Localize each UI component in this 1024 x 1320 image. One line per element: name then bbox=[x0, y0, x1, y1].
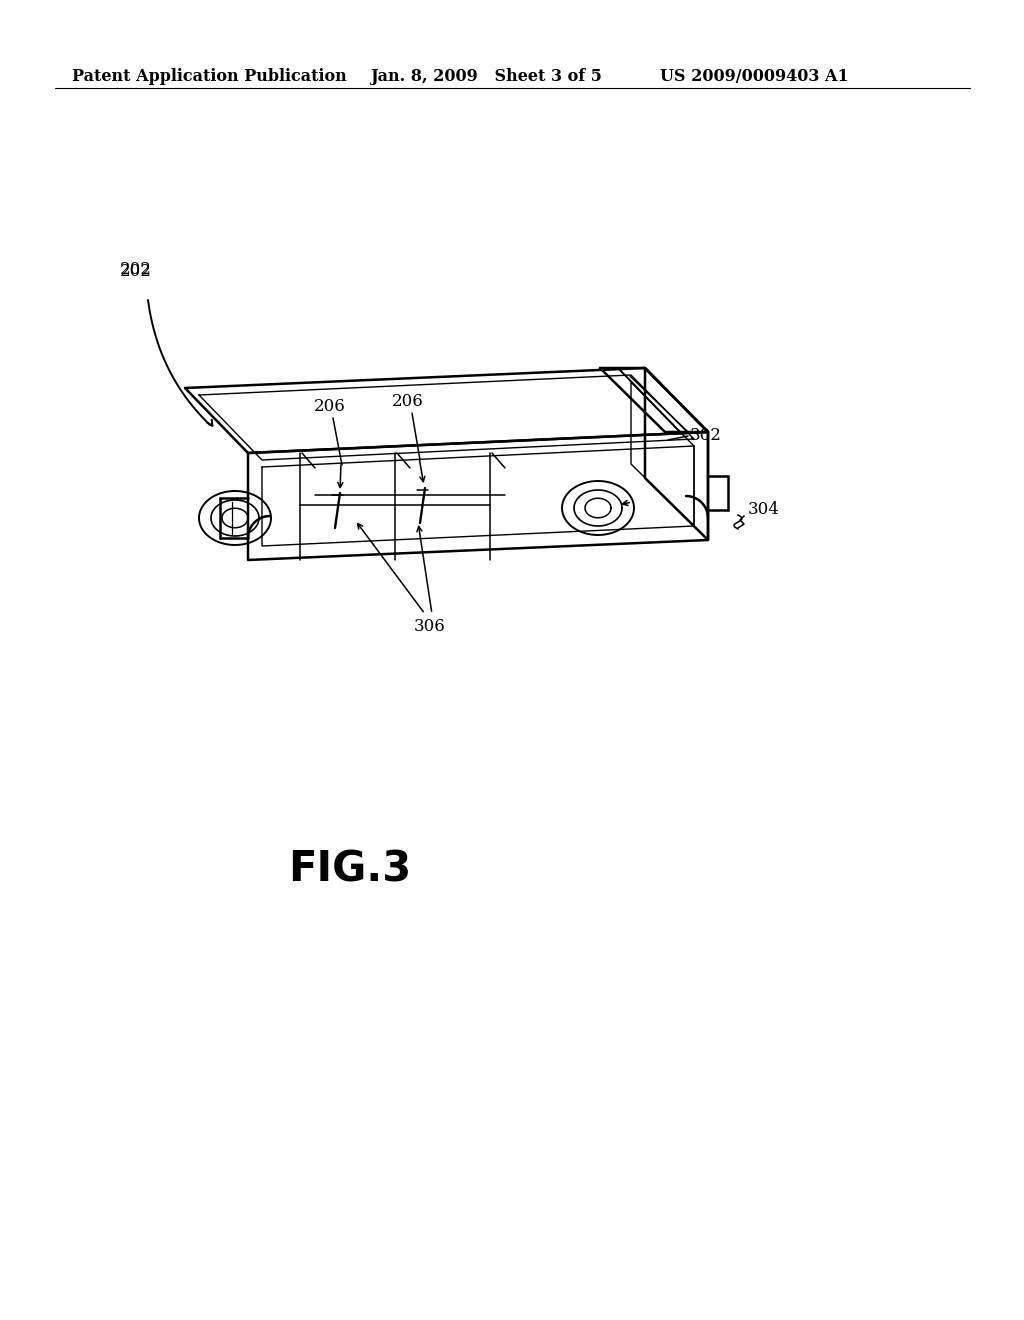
Text: 304: 304 bbox=[748, 502, 780, 519]
Text: US 2009/0009403 A1: US 2009/0009403 A1 bbox=[660, 69, 849, 84]
Text: Patent Application Publication: Patent Application Publication bbox=[72, 69, 347, 84]
Text: 302: 302 bbox=[690, 426, 722, 444]
Text: 202: 202 bbox=[120, 261, 152, 279]
Text: FIG.3: FIG.3 bbox=[289, 849, 412, 891]
Text: Jan. 8, 2009   Sheet 3 of 5: Jan. 8, 2009 Sheet 3 of 5 bbox=[370, 69, 602, 84]
Text: 206: 206 bbox=[392, 393, 424, 411]
Text: 202: 202 bbox=[120, 263, 152, 280]
Text: 206: 206 bbox=[314, 399, 346, 414]
Text: 306: 306 bbox=[414, 618, 445, 635]
